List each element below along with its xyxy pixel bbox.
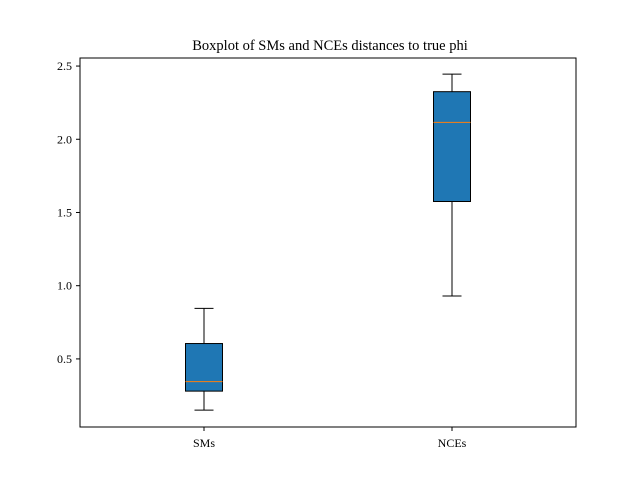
plot-area: 0.5 1.0 1.5 2.0 2.5 SMs NCEs [57, 59, 471, 450]
y-tick-label: 1.0 [57, 279, 72, 293]
y-tick-label: 0.5 [57, 352, 72, 366]
x-tick-label: SMs [193, 436, 215, 450]
chart-title: Boxplot of SMs and NCEs distances to tru… [192, 38, 468, 54]
y-tick-label: 2.0 [57, 132, 72, 146]
x-tick-label: NCEs [438, 436, 467, 450]
box-nces [433, 91, 471, 202]
y-tick-label: 1.5 [57, 205, 72, 219]
y-tick-label: 2.5 [57, 59, 72, 73]
box-sms [185, 343, 223, 392]
axes-frame [79, 57, 577, 428]
